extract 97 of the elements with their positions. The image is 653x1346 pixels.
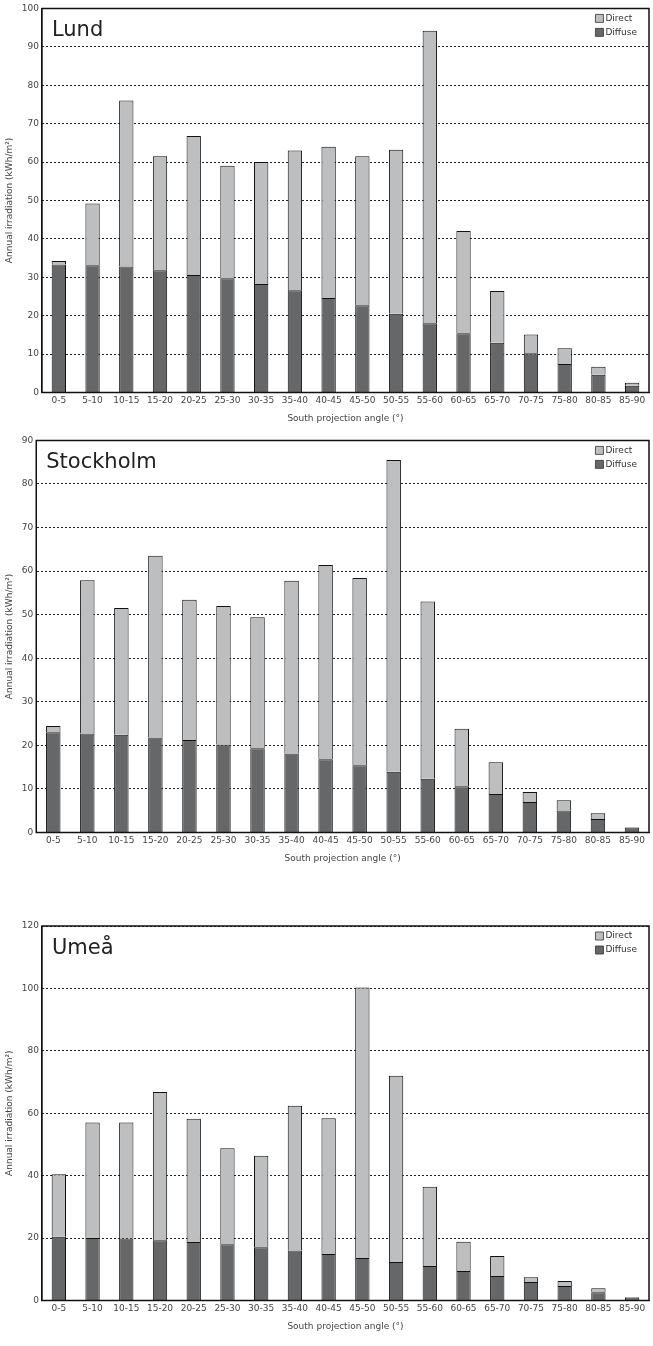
- x-tick-label: 70-75: [517, 1303, 545, 1314]
- x-tick-label: 15-20: [146, 1303, 174, 1314]
- x-tick-label: 40-45: [315, 395, 342, 406]
- y-tick-label: 120: [21, 920, 40, 931]
- y-axis-title: Annual irradiation (kWh/m²): [3, 573, 14, 700]
- legend-label: Diffuse: [605, 944, 638, 955]
- x-tick-label: 75-80: [550, 835, 578, 846]
- y-axis-title: Annual irradiation (kWh/m²): [3, 1050, 14, 1176]
- y-tick-label: 80: [21, 478, 34, 489]
- x-tick-label: 65-70: [484, 395, 511, 406]
- y-tick-label: 70: [27, 117, 40, 128]
- x-axis-title: South projection angle (°): [287, 1320, 404, 1331]
- x-tick-label: 80-85: [585, 1303, 612, 1314]
- x-tick-label: 60-65: [450, 1303, 477, 1314]
- y-tick-label: 10: [27, 348, 40, 359]
- x-tick-label: 65-70: [482, 835, 510, 846]
- x-tick-label: 85-90: [619, 1303, 646, 1314]
- x-tick-label: 5-10: [82, 1303, 104, 1314]
- y-tick-label: 20: [21, 739, 34, 750]
- legend-label: Diffuse: [605, 458, 638, 469]
- y-tick-label: 30: [21, 696, 34, 707]
- x-axis-title: South projection angle (°): [287, 412, 404, 423]
- x-tick-label: 50-55: [383, 395, 410, 406]
- x-tick-label: 20-25: [180, 1303, 207, 1314]
- x-tick-label: 20-25: [176, 835, 203, 846]
- y-tick-label: 40: [27, 1169, 40, 1180]
- x-tick-label: 35-40: [278, 835, 305, 846]
- x-tick-label: 10-15: [113, 395, 140, 406]
- x-tick-label: 30-35: [248, 395, 275, 406]
- x-tick-label: 15-20: [146, 395, 174, 406]
- legend-label: Diffuse: [605, 26, 638, 37]
- x-tick-label: 40-45: [315, 1303, 342, 1314]
- y-tick-label: 60: [21, 565, 34, 576]
- x-tick-label: 55-60: [416, 395, 444, 406]
- x-tick-label: 85-90: [619, 395, 646, 406]
- y-tick-label: 50: [21, 608, 34, 619]
- x-tick-label: 20-25: [180, 395, 207, 406]
- x-tick-label: 10-15: [113, 1303, 140, 1314]
- y-tick-label: 20: [27, 1232, 40, 1243]
- x-tick-label: 5-10: [77, 835, 98, 846]
- x-tick-label: 40-45: [312, 835, 339, 846]
- x-tick-label: 35-40: [281, 1303, 309, 1314]
- x-tick-label: 45-50: [346, 835, 373, 846]
- x-tick-label: 50-55: [380, 835, 407, 846]
- x-tick-label: 55-60: [414, 835, 442, 846]
- x-tick-label: 45-50: [349, 395, 376, 406]
- y-tick-label: 90: [27, 41, 40, 52]
- x-tick-label: 60-65: [450, 395, 477, 406]
- y-tick-label: 10: [21, 783, 34, 794]
- x-tick-label: 35-40: [281, 395, 309, 406]
- x-tick-label: 80-85: [584, 835, 612, 846]
- legend-label: Direct: [605, 930, 633, 941]
- y-tick-label: 70: [21, 521, 34, 532]
- x-tick-label: 0-5: [51, 395, 67, 406]
- x-tick-label: 30-35: [248, 1303, 275, 1314]
- y-tick-label: 50: [27, 194, 40, 205]
- x-tick-label: 60-65: [448, 835, 475, 846]
- legend-label: Direct: [605, 12, 633, 23]
- x-tick-label: 5-10: [82, 395, 104, 406]
- legend-label: Direct: [605, 444, 633, 455]
- x-tick-label: 75-80: [551, 395, 579, 406]
- x-tick-label: 0-5: [45, 835, 61, 846]
- x-tick-label: 85-90: [618, 835, 646, 846]
- x-tick-label: 25-30: [214, 1303, 241, 1314]
- y-tick-label: 60: [27, 156, 40, 167]
- x-tick-label: 10-15: [108, 835, 135, 846]
- x-axis-title: South projection angle (°): [284, 852, 401, 863]
- x-tick-label: 75-80: [551, 1303, 579, 1314]
- y-tick-label: 100: [21, 982, 40, 993]
- y-tick-label: 60: [27, 1107, 40, 1118]
- x-tick-label: 45-50: [349, 1303, 376, 1314]
- x-tick-label: 50-55: [383, 1303, 410, 1314]
- y-tick-label: 0: [33, 386, 40, 397]
- y-tick-label: 40: [27, 233, 40, 244]
- chart-title: Stockholm: [46, 449, 157, 474]
- chart-title: Lund: [51, 17, 104, 42]
- x-tick-label: 25-30: [210, 835, 237, 846]
- x-tick-label: 55-60: [416, 1303, 444, 1314]
- y-tick-label: 20: [27, 309, 40, 320]
- chart-title: Umeå: [51, 933, 114, 959]
- y-tick-label: 90: [21, 434, 34, 445]
- x-tick-label: 80-85: [585, 395, 612, 406]
- y-tick-label: 40: [21, 652, 34, 663]
- y-tick-label: 100: [21, 2, 40, 13]
- x-tick-label: 0-5: [51, 1303, 67, 1314]
- y-tick-label: 80: [27, 79, 40, 90]
- y-tick-label: 0: [27, 826, 34, 837]
- y-tick-label: 30: [27, 271, 40, 282]
- y-axis-title: Annual irradiation (kWh/m²): [3, 137, 14, 264]
- x-tick-label: 70-75: [517, 395, 545, 406]
- x-tick-label: 25-30: [214, 395, 241, 406]
- x-tick-label: 65-70: [484, 1303, 511, 1314]
- x-tick-label: 70-75: [516, 835, 543, 846]
- y-tick-label: 80: [27, 1045, 40, 1056]
- x-tick-label: 30-35: [244, 835, 271, 846]
- x-tick-label: 15-20: [142, 835, 169, 846]
- y-tick-label: 0: [33, 1294, 40, 1305]
